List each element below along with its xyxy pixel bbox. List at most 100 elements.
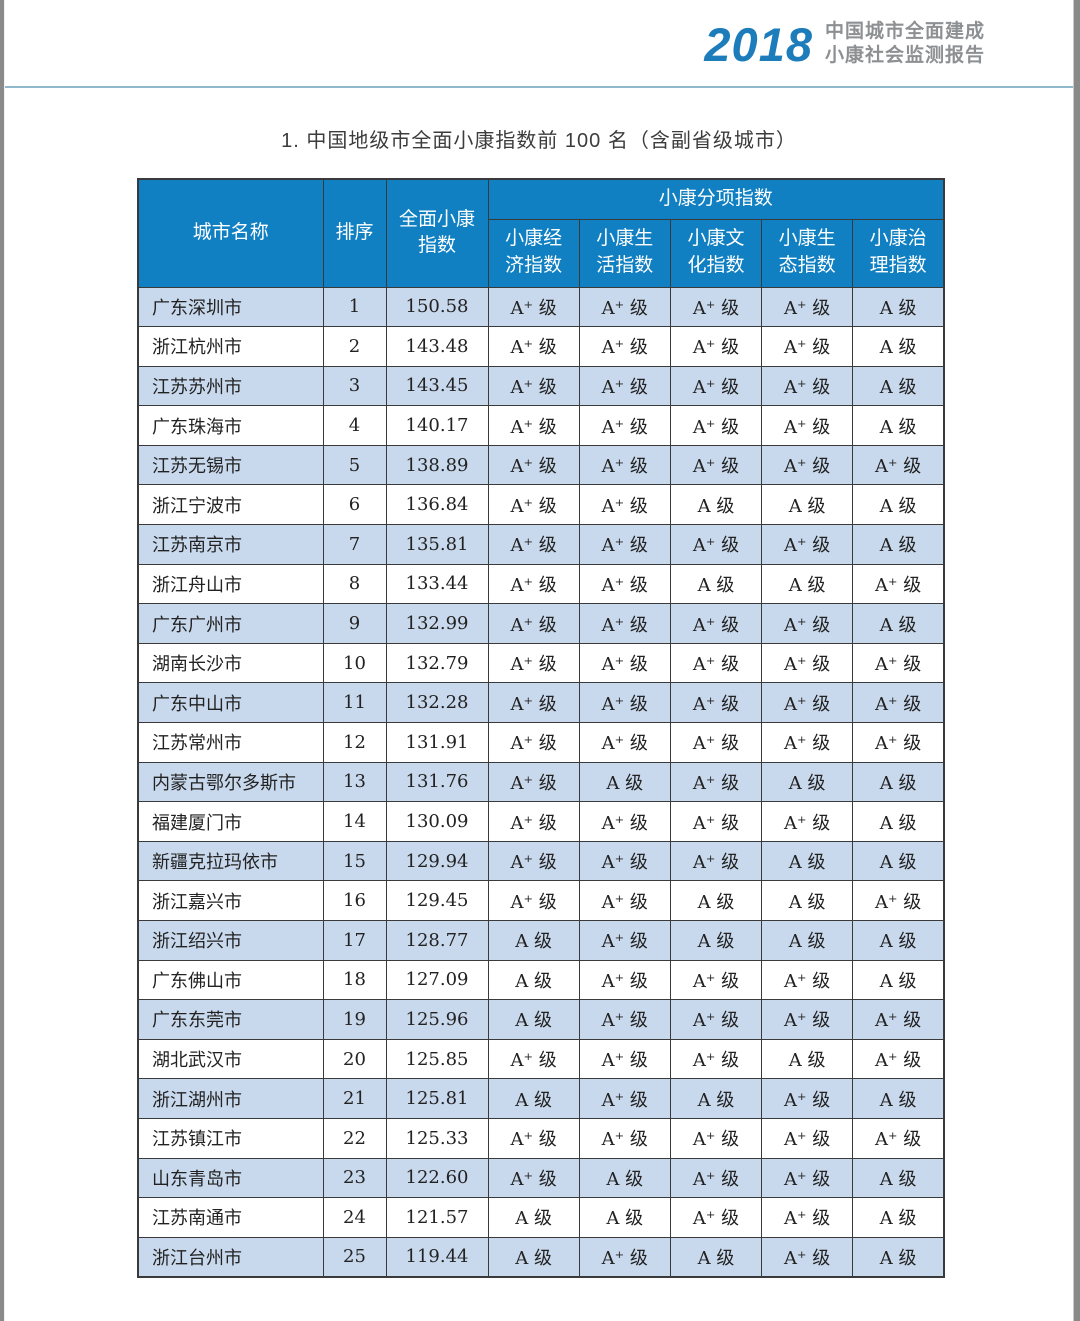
cell-city: 浙江宁波市 <box>137 484 324 526</box>
cell-governance: A 级 <box>852 1236 945 1278</box>
header-governance-index: 小康治 理指数 <box>852 218 945 288</box>
cell-life: A⁺ 级 <box>578 642 671 684</box>
cell-ecology: A⁺ 级 <box>761 326 854 367</box>
cell-life: A⁺ 级 <box>578 524 671 565</box>
cell-ecology: A⁺ 级 <box>761 642 854 684</box>
cell-life: A⁺ 级 <box>578 880 671 921</box>
cell-overall: 135.81 <box>385 524 489 565</box>
cell-ecology: A⁺ 级 <box>761 1117 854 1159</box>
cell-ecology: A 级 <box>761 1038 854 1080</box>
cell-city: 广东佛山市 <box>137 959 324 1001</box>
cell-economy: A⁺ 级 <box>487 880 580 921</box>
header-life-index: 小康生 活指数 <box>578 218 671 288</box>
cell-city: 福建厦门市 <box>137 801 324 842</box>
cell-life: A⁺ 级 <box>578 1236 671 1278</box>
ranking-table-container: 城市名称 排序 全面小康 指数 小康分项指数 小康经 济指数 小康生 活指数 小… <box>137 178 945 1278</box>
cell-economy: A⁺ 级 <box>487 1117 580 1159</box>
cell-life: A 级 <box>578 761 671 803</box>
cell-ecology: A 级 <box>761 840 854 882</box>
cell-overall: 132.28 <box>385 682 489 724</box>
cell-governance: A⁺ 级 <box>852 444 945 486</box>
cell-governance: A⁺ 级 <box>852 682 945 724</box>
cell-culture: A⁺ 级 <box>669 286 763 328</box>
cell-rank: 4 <box>322 405 387 446</box>
cell-ecology: A⁺ 级 <box>761 959 854 1001</box>
cell-rank: 6 <box>322 484 387 526</box>
cell-ecology: A⁺ 级 <box>761 286 854 328</box>
cell-culture: A⁺ 级 <box>669 642 763 684</box>
cell-culture: A⁺ 级 <box>669 840 763 882</box>
cell-ecology: A⁺ 级 <box>761 1236 854 1278</box>
cell-life: A 级 <box>578 1157 671 1199</box>
cell-economy: A⁺ 级 <box>487 524 580 565</box>
cell-ecology: A⁺ 级 <box>761 405 854 446</box>
cell-rank: 20 <box>322 1038 387 1080</box>
cell-city: 浙江绍兴市 <box>137 920 324 961</box>
cell-governance: A 级 <box>852 365 945 407</box>
header-overall-index: 全面小康 指数 <box>385 178 489 288</box>
cell-economy: A⁺ 级 <box>487 405 580 446</box>
page-right-edge <box>1073 0 1080 1321</box>
cell-rank: 24 <box>322 1197 387 1238</box>
cell-rank: 7 <box>322 524 387 565</box>
cell-culture: A⁺ 级 <box>669 524 763 565</box>
report-banner: 2018 中国城市全面建成 小康社会监测报告 <box>5 0 1073 86</box>
cell-economy: A⁺ 级 <box>487 563 580 605</box>
cell-city: 新疆克拉玛依市 <box>137 840 324 882</box>
cell-ecology: A 级 <box>761 484 854 526</box>
cell-economy: A 级 <box>487 999 580 1040</box>
cell-city: 浙江台州市 <box>137 1236 324 1278</box>
cell-culture: A 级 <box>669 880 763 921</box>
cell-overall: 125.33 <box>385 1117 489 1159</box>
cell-rank: 22 <box>322 1117 387 1159</box>
cell-city: 江苏南通市 <box>137 1197 324 1238</box>
cell-overall: 143.45 <box>385 365 489 407</box>
cell-overall: 125.85 <box>385 1038 489 1080</box>
cell-governance: A 级 <box>852 761 945 803</box>
cell-culture: A⁺ 级 <box>669 999 763 1040</box>
cell-rank: 9 <box>322 603 387 644</box>
cell-overall: 143.48 <box>385 326 489 367</box>
cell-city: 江苏镇江市 <box>137 1117 324 1159</box>
cell-ecology: A 级 <box>761 563 854 605</box>
cell-economy: A⁺ 级 <box>487 603 580 644</box>
cell-city: 广东东莞市 <box>137 999 324 1040</box>
cell-overall: 138.89 <box>385 444 489 486</box>
cell-city: 湖南长沙市 <box>137 642 324 684</box>
cell-life: A⁺ 级 <box>578 682 671 724</box>
cell-economy: A 级 <box>487 1236 580 1278</box>
cell-life: A⁺ 级 <box>578 603 671 644</box>
cell-rank: 23 <box>322 1157 387 1199</box>
header-economy-index: 小康经 济指数 <box>487 218 580 288</box>
cell-life: A⁺ 级 <box>578 920 671 961</box>
cell-ecology: A⁺ 级 <box>761 1078 854 1119</box>
cell-economy: A⁺ 级 <box>487 761 580 803</box>
cell-rank: 18 <box>322 959 387 1001</box>
cell-governance: A 级 <box>852 524 945 565</box>
cell-culture: A⁺ 级 <box>669 405 763 446</box>
cell-economy: A⁺ 级 <box>487 642 580 684</box>
cell-economy: A⁺ 级 <box>487 286 580 328</box>
cell-ecology: A⁺ 级 <box>761 722 854 763</box>
cell-life: A⁺ 级 <box>578 999 671 1040</box>
cell-culture: A⁺ 级 <box>669 682 763 724</box>
cell-culture: A⁺ 级 <box>669 444 763 486</box>
cell-overall: 132.79 <box>385 642 489 684</box>
cell-city: 浙江杭州市 <box>137 326 324 367</box>
table-header: 城市名称 排序 全面小康 指数 小康分项指数 小康经 济指数 小康生 活指数 小… <box>137 178 945 288</box>
cell-overall: 131.91 <box>385 722 489 763</box>
cell-governance: A 级 <box>852 920 945 961</box>
cell-governance: A 级 <box>852 959 945 1001</box>
logo-report-title-line2: 小康社会监测报告 <box>824 45 985 67</box>
cell-economy: A⁺ 级 <box>487 1038 580 1080</box>
cell-rank: 14 <box>322 801 387 842</box>
